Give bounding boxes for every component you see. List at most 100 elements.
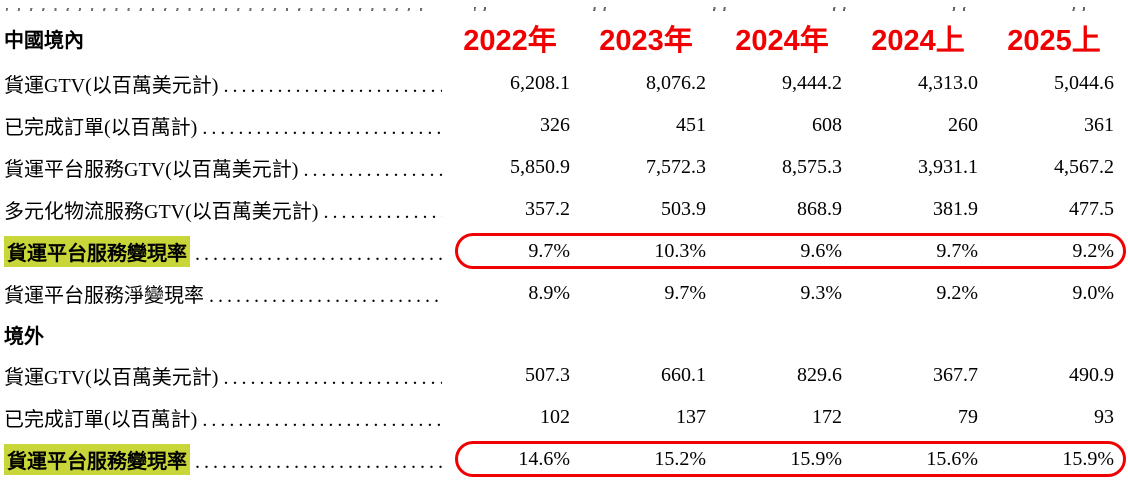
row-label-highlighted: 貨運平台服務變現率: [4, 443, 190, 475]
year-column-header: 2022年: [463, 25, 557, 57]
value-cell: 381.9: [933, 197, 978, 220]
value-cell: 15.9%: [1062, 447, 1114, 470]
dot-leader: ........................................…: [223, 366, 442, 389]
value-group: 357.2 503.9 868.9 381.9 477.5: [442, 198, 1122, 221]
section-title-cell: 中國境內: [4, 24, 442, 53]
dot-leader: ........................................…: [323, 200, 442, 223]
year-column-header: 2024年: [735, 25, 829, 57]
value-cell: 608: [812, 113, 842, 136]
value-group: 326 451 608 260 361: [442, 114, 1122, 137]
value-cell: 93: [1094, 405, 1114, 428]
value-cell: 5,044.6: [1054, 71, 1114, 94]
table-row: 貨運GTV(以百萬美元計)...........................…: [4, 62, 1128, 104]
value-cell: 490.9: [1069, 363, 1114, 386]
value-group: 6,208.1 8,076.2 9,444.2 4,313.0 5,044.6: [442, 72, 1122, 95]
value-cell: 660.1: [661, 363, 706, 386]
value-cell: 477.5: [1069, 197, 1114, 220]
dot-leader: ........................................…: [195, 450, 442, 473]
table-row: 貨運GTV(以百萬美元計)...........................…: [4, 354, 1128, 396]
row-label-cell: 貨運GTV(以百萬美元計)...........................…: [4, 361, 442, 390]
dot-leader: ........................................…: [202, 116, 442, 139]
value-cell: 260: [948, 113, 978, 136]
row-label-cell: 多元化物流服務GTV(以百萬美元計)......................…: [4, 195, 442, 224]
row-label: 貨運平台服務GTV(以百萬美元計): [4, 158, 299, 181]
value-cell: 10.3%: [654, 239, 706, 262]
value-cell: 4,567.2: [1054, 155, 1114, 178]
row-label: 貨運GTV(以百萬美元計): [4, 366, 219, 389]
row-label: 多元化物流服務GTV(以百萬美元計): [4, 200, 319, 223]
value-cell: 5,850.9: [510, 155, 570, 178]
section-title-cell: 境外: [4, 320, 442, 349]
row-label-cell: 貨運平台服務變現率...............................…: [4, 443, 442, 475]
clipped-previous-row-remnant: [4, 0, 1128, 14]
value-cell: 9.7%: [528, 239, 570, 262]
value-cell: 9.7%: [664, 281, 706, 304]
value-cell: 102: [540, 405, 570, 428]
dot-leader: ........................................…: [223, 74, 442, 97]
row-label-cell: 貨運平台服務淨變現率..............................…: [4, 279, 442, 308]
value-group: 8.9% 9.7% 9.3% 9.2% 9.0%: [442, 282, 1122, 305]
row-label-cell: 貨運平台服務GTV(以百萬美元計).......................…: [4, 153, 442, 182]
value-cell: 15.6%: [926, 447, 978, 470]
table-row: 多元化物流服務GTV(以百萬美元計)......................…: [4, 188, 1128, 230]
table-row: 已完成訂單(以百萬計).............................…: [4, 396, 1128, 438]
value-group: 14.6% 15.2% 15.9% 15.6% 15.9%: [442, 441, 1126, 477]
value-cell: 3,931.1: [918, 155, 978, 178]
value-cell: 8,076.2: [646, 71, 706, 94]
table-header-row: 中國境內 2022年 2023年 2024年 2024上 2025上: [4, 14, 1128, 62]
dot-leader: ........................................…: [209, 284, 442, 307]
value-cell: 9.7%: [936, 239, 978, 262]
value-cell: 8.9%: [528, 281, 570, 304]
value-cell: 8,575.3: [782, 155, 842, 178]
value-cell: 79: [958, 405, 978, 428]
section-title: 中國境內: [4, 29, 84, 52]
row-label-highlighted: 貨運平台服務變現率: [4, 235, 190, 267]
row-label: 貨運GTV(以百萬美元計): [4, 74, 219, 97]
value-cell: 9.2%: [936, 281, 978, 304]
year-column-header: 2024上: [871, 25, 965, 57]
row-label-cell: 已完成訂單(以百萬計).............................…: [4, 111, 442, 140]
section-title-row: 境外: [4, 314, 1128, 354]
row-label: 已完成訂單(以百萬計): [4, 408, 198, 431]
table-row: 已完成訂單(以百萬計).............................…: [4, 104, 1128, 146]
value-cell: 326: [540, 113, 570, 136]
year-column-header: 2025上: [1007, 25, 1101, 57]
value-group: 5,850.9 7,572.3 8,575.3 3,931.1 4,567.2: [442, 156, 1122, 179]
table-row: 貨運平台服務變現率...............................…: [4, 230, 1128, 272]
table-row: 貨運平台服務變現率...............................…: [4, 438, 1128, 480]
value-cell: 7,572.3: [646, 155, 706, 178]
value-cell: 451: [676, 113, 706, 136]
row-label-cell: 貨運平台服務變現率...............................…: [4, 235, 442, 267]
value-cell: 367.7: [933, 363, 978, 386]
section-title: 境外: [4, 325, 44, 348]
value-cell: 829.6: [797, 363, 842, 386]
value-cell: 9.0%: [1072, 281, 1114, 304]
value-cell: 172: [812, 405, 842, 428]
value-cell: 15.2%: [654, 447, 706, 470]
value-cell: 14.6%: [518, 447, 570, 470]
value-cell: 507.3: [525, 363, 570, 386]
value-group: 9.7% 10.3% 9.6% 9.7% 9.2%: [442, 233, 1126, 269]
value-cell: 868.9: [797, 197, 842, 220]
value-cell: 6,208.1: [510, 71, 570, 94]
dot-leader: ........................................…: [195, 242, 442, 265]
year-header-group: 2022年 2023年 2024年 2024上 2025上: [442, 17, 1122, 59]
value-group: 102 137 172 79 93: [442, 406, 1122, 429]
table-row: 貨運平台服務GTV(以百萬美元計).......................…: [4, 146, 1128, 188]
year-column-header: 2023年: [599, 25, 693, 57]
value-cell: 15.9%: [790, 447, 842, 470]
table-row: 貨運平台服務淨變現率..............................…: [4, 272, 1128, 314]
value-cell: 4,313.0: [918, 71, 978, 94]
value-cell: 9.3%: [800, 281, 842, 304]
value-cell: 361: [1084, 113, 1114, 136]
value-cell: 137: [676, 405, 706, 428]
value-cell: 9,444.2: [782, 71, 842, 94]
value-cell: 357.2: [525, 197, 570, 220]
value-cell: 9.2%: [1072, 239, 1114, 262]
financial-table: 中國境內 2022年 2023年 2024年 2024上 2025上貨運GTV(以百萬美元…: [4, 14, 1128, 480]
dot-leader: ........................................…: [303, 158, 442, 181]
dot-leader: ........................................…: [202, 408, 442, 431]
value-group: 507.3 660.1 829.6 367.7 490.9: [442, 364, 1122, 387]
value-cell: 503.9: [661, 197, 706, 220]
value-cell: 9.6%: [800, 239, 842, 262]
